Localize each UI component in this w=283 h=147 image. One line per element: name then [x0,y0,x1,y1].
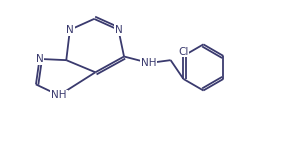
Text: N: N [66,25,74,35]
Text: N: N [115,25,122,35]
Text: NH: NH [51,90,67,100]
Text: NH: NH [141,58,156,68]
Text: Cl: Cl [178,47,188,57]
Text: N: N [36,54,44,64]
